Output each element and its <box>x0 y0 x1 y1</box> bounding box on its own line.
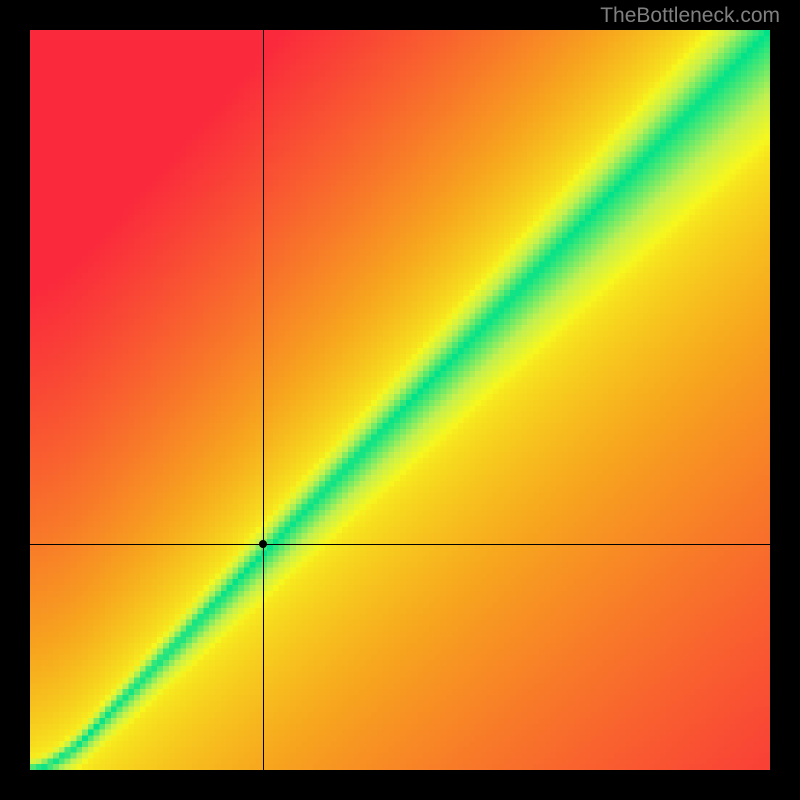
plot-area <box>30 30 770 770</box>
crosshair-marker <box>259 540 267 548</box>
heatmap-canvas <box>30 30 770 770</box>
chart-container: TheBottleneck.com <box>0 0 800 800</box>
watermark-text: TheBottleneck.com <box>600 4 780 28</box>
crosshair-vertical <box>263 30 264 770</box>
crosshair-horizontal <box>30 544 770 545</box>
